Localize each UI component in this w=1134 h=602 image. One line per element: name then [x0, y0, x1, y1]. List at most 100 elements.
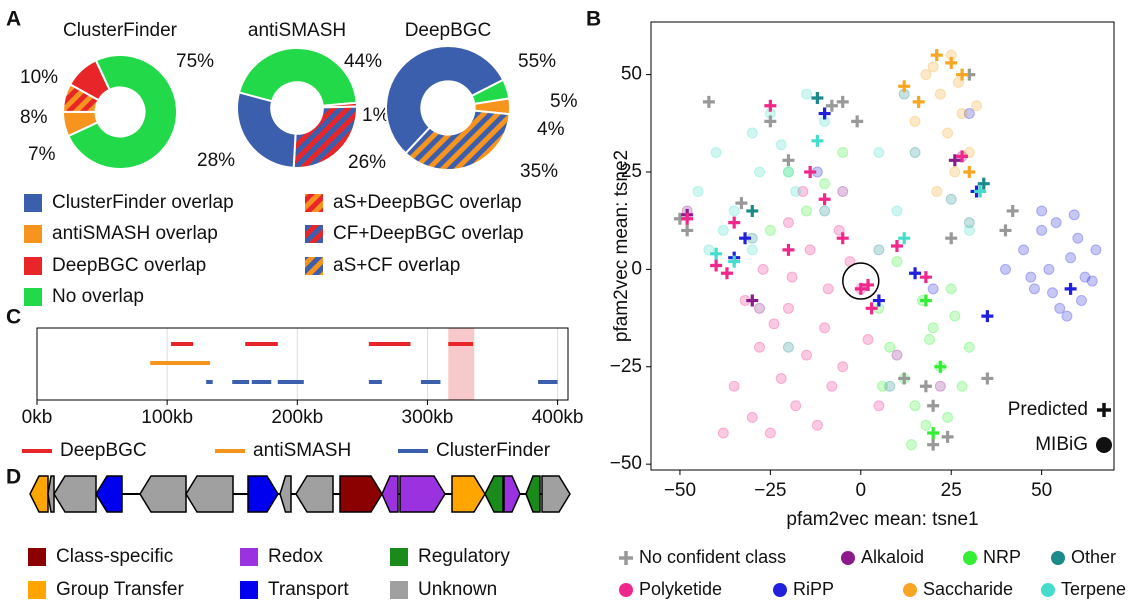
mibig-point: [1036, 224, 1048, 236]
legend-marker: [619, 551, 633, 565]
mibig-point: [1054, 302, 1066, 314]
legend-label: DeepBGC: [60, 440, 147, 461]
x-tick-label: 50: [1031, 480, 1052, 501]
predicted-point: [977, 177, 990, 190]
mibig-point: [782, 302, 794, 314]
predicted-point: [956, 68, 969, 81]
predicted-point: [811, 134, 824, 147]
mibig-point: [1043, 263, 1055, 275]
mibig-point: [728, 380, 740, 392]
legend-label: Terpene: [1061, 579, 1126, 599]
mibig-point: [819, 205, 831, 217]
gene: [47, 475, 55, 513]
legend-label: ClusterFinder overlap: [52, 192, 234, 213]
mibig-point: [909, 400, 921, 412]
y-tick-label: 50: [621, 64, 642, 85]
gene: [381, 475, 399, 513]
mibig-point: [790, 400, 802, 412]
legend-marker: [619, 583, 633, 597]
x-tick-label: 100kb: [141, 407, 193, 428]
mibig-point: [757, 263, 769, 275]
predicted-point: [948, 154, 961, 167]
legend-swatch: [24, 194, 42, 212]
gene: [53, 475, 97, 513]
value-label: 5%: [550, 91, 578, 112]
x-tick-label: 0: [856, 480, 867, 501]
predicted-point: [728, 255, 741, 268]
panel-label: C: [6, 306, 21, 329]
y-tick-label: −50: [610, 453, 642, 474]
mibig-point: [934, 88, 946, 100]
legend-label: RiPP: [793, 579, 834, 599]
mibig-point: [873, 244, 885, 256]
x-tick-label: 400kb: [532, 407, 584, 428]
gene: [139, 475, 187, 513]
donut-segment: [385, 45, 505, 155]
predicted-point: [854, 282, 867, 295]
predicted-point: [919, 271, 932, 284]
x-tick-label: 200kb: [271, 407, 323, 428]
predicted-point: [898, 372, 911, 385]
highlight-circle: [842, 262, 880, 300]
predicted-point: [818, 107, 831, 120]
value-label: 7%: [28, 144, 56, 165]
predicted-point: [818, 193, 831, 206]
mibig-point: [877, 380, 888, 392]
legend-marker: [1041, 583, 1055, 597]
plot-frame: [36, 327, 569, 401]
mibig-point: [949, 166, 961, 178]
mibig-point: [764, 224, 776, 236]
predicted-point: [720, 267, 733, 280]
marker-legend-label: MIBiG: [1035, 434, 1088, 455]
mibig-point: [927, 283, 939, 295]
panel-label: B: [586, 8, 601, 31]
value-label: 75%: [176, 51, 214, 72]
mibig-point: [1065, 252, 1077, 264]
legend-label: Unknown: [418, 579, 497, 600]
mibig-point: [909, 115, 921, 127]
predicted-point: [981, 372, 994, 385]
legend-label: antiSMASH: [253, 440, 351, 461]
x-tick-label: −50: [664, 480, 696, 501]
value-label: 1%: [362, 105, 390, 126]
mibig-point: [754, 302, 766, 314]
y-axis-label: pfam2vec mean: tsne2: [611, 150, 632, 342]
legend-label: antiSMASH overlap: [52, 223, 218, 244]
mibig-point: [782, 217, 794, 229]
legend-swatch: [305, 257, 323, 275]
predicted-point: [945, 56, 958, 69]
legend-swatch: [24, 288, 42, 306]
mibig-point: [1090, 244, 1102, 256]
legend-label: Group Transfer: [56, 579, 184, 600]
mibig-point: [945, 283, 957, 295]
predicted-point: [941, 430, 954, 443]
legend-label: Other: [1071, 547, 1116, 567]
y-tick-label: 25: [621, 161, 642, 182]
predicted-point: [974, 185, 987, 198]
legend-label: Saccharide: [923, 579, 1013, 599]
x-tick-label: 25: [941, 480, 962, 501]
mibig-point: [1036, 205, 1048, 217]
legend-swatch: [240, 548, 258, 566]
predicted-point: [912, 95, 925, 108]
x-tick-label: 300kb: [402, 407, 454, 428]
mibig-point: [782, 341, 794, 353]
mibig-point: [884, 380, 896, 392]
mibig-point: [746, 411, 758, 423]
value-label: 10%: [20, 67, 58, 88]
y-tick-label: 0: [631, 258, 642, 279]
gene: [279, 475, 292, 513]
mibig-point: [764, 427, 776, 439]
predicted-point: [836, 95, 849, 108]
legend-label: Class-specific: [56, 546, 173, 567]
predicted-point: [728, 216, 741, 229]
predicted-point: [804, 165, 817, 178]
mibig-point: [884, 341, 896, 353]
predicted-point: [898, 80, 911, 93]
mibig-point: [692, 185, 704, 197]
predicted-point: [999, 224, 1012, 237]
mibig-point: [963, 224, 975, 236]
marker-legend-symbol: [1097, 403, 1111, 417]
mibig-point: [1061, 310, 1073, 322]
